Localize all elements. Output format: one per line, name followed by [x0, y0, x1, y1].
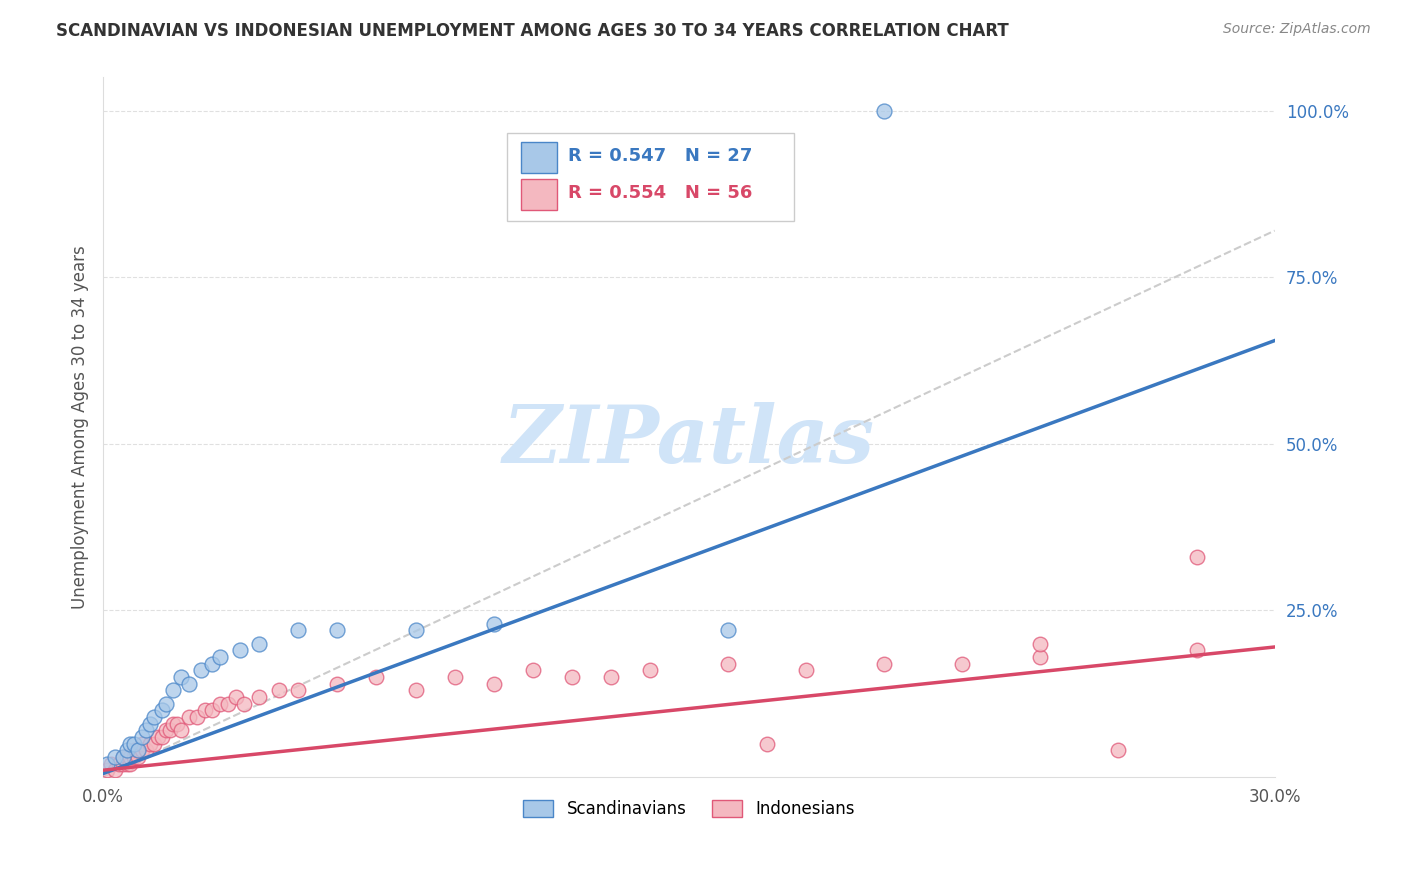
Point	[155, 697, 177, 711]
Point	[131, 743, 153, 757]
Point	[127, 750, 149, 764]
Text: SCANDINAVIAN VS INDONESIAN UNEMPLOYMENT AMONG AGES 30 TO 34 YEARS CORRELATION CH: SCANDINAVIAN VS INDONESIAN UNEMPLOYMENT …	[56, 22, 1010, 40]
Point	[561, 670, 583, 684]
Point	[638, 663, 661, 677]
Point	[124, 750, 146, 764]
Point	[247, 637, 270, 651]
Point	[107, 756, 129, 771]
Point	[1185, 549, 1208, 564]
Point	[177, 676, 200, 690]
Point	[124, 737, 146, 751]
Point	[146, 730, 169, 744]
Point	[104, 750, 127, 764]
Point	[111, 750, 134, 764]
Point	[104, 763, 127, 777]
Point	[717, 657, 740, 671]
Point	[177, 710, 200, 724]
Point	[201, 657, 224, 671]
Point	[96, 763, 118, 777]
Point	[950, 657, 973, 671]
Point	[1185, 643, 1208, 657]
Point	[100, 756, 122, 771]
Point	[135, 743, 157, 757]
Point	[170, 723, 193, 738]
Point	[162, 716, 184, 731]
Point	[131, 737, 153, 751]
Point	[162, 683, 184, 698]
Point	[232, 697, 254, 711]
Point	[111, 756, 134, 771]
Text: R = 0.554   N = 56: R = 0.554 N = 56	[568, 184, 752, 202]
Point	[115, 743, 138, 757]
Point	[150, 703, 173, 717]
Point	[139, 737, 162, 751]
Point	[287, 683, 309, 698]
Point	[717, 624, 740, 638]
Point	[756, 737, 779, 751]
Point	[120, 750, 142, 764]
Point	[111, 750, 134, 764]
Legend: Scandinavians, Indonesians: Scandinavians, Indonesians	[517, 793, 860, 824]
Point	[150, 730, 173, 744]
Point	[115, 756, 138, 771]
Point	[229, 643, 252, 657]
Point	[326, 676, 349, 690]
Point	[1029, 637, 1052, 651]
Point	[194, 703, 217, 717]
Point	[366, 670, 388, 684]
Point	[155, 723, 177, 738]
Point	[120, 737, 142, 751]
Point	[142, 737, 165, 751]
Point	[225, 690, 247, 704]
Point	[96, 756, 118, 771]
Point	[267, 683, 290, 698]
FancyBboxPatch shape	[522, 179, 557, 211]
Point	[326, 624, 349, 638]
Point	[209, 697, 232, 711]
Point	[120, 756, 142, 771]
Point	[127, 743, 149, 757]
Point	[135, 723, 157, 738]
Point	[405, 624, 427, 638]
Point	[142, 710, 165, 724]
Text: ZIPatlas: ZIPatlas	[503, 402, 875, 480]
Text: Source: ZipAtlas.com: Source: ZipAtlas.com	[1223, 22, 1371, 37]
Point	[170, 670, 193, 684]
Point	[127, 743, 149, 757]
Point	[217, 697, 239, 711]
Point	[482, 676, 505, 690]
Y-axis label: Unemployment Among Ages 30 to 34 years: Unemployment Among Ages 30 to 34 years	[72, 245, 89, 609]
Point	[405, 683, 427, 698]
Point	[186, 710, 208, 724]
Point	[1108, 743, 1130, 757]
Point	[209, 650, 232, 665]
Point	[443, 670, 465, 684]
Point	[599, 670, 621, 684]
Point	[247, 690, 270, 704]
Point	[166, 716, 188, 731]
Point	[139, 716, 162, 731]
Point	[159, 723, 181, 738]
Point	[794, 663, 817, 677]
Point	[482, 616, 505, 631]
FancyBboxPatch shape	[522, 142, 557, 173]
Point	[287, 624, 309, 638]
Point	[201, 703, 224, 717]
Point	[124, 743, 146, 757]
Point	[522, 663, 544, 677]
FancyBboxPatch shape	[508, 134, 794, 221]
Point	[873, 657, 896, 671]
Point	[131, 730, 153, 744]
Point	[1029, 650, 1052, 665]
Text: R = 0.547   N = 27: R = 0.547 N = 27	[568, 147, 752, 166]
Point	[190, 663, 212, 677]
Point	[115, 750, 138, 764]
Point	[873, 103, 896, 118]
